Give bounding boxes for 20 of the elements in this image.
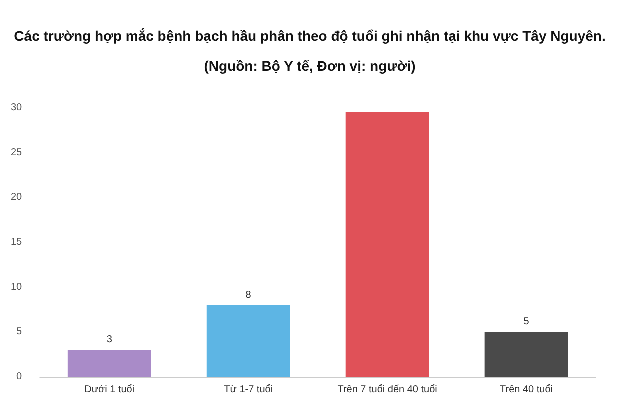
data-label: 3 (106, 334, 113, 346)
data-label: 8 (246, 290, 252, 301)
y-tick-label: 25 (11, 147, 23, 158)
x-tick-label: Từ 1-7 tuổi (224, 384, 274, 396)
bar (206, 305, 290, 377)
bar (484, 332, 568, 377)
y-tick-label: 0 (16, 372, 23, 382)
y-tick-label: 5 (16, 326, 23, 338)
x-tick-label: Dưới 1 tuổi (84, 384, 135, 396)
x-tick-label: Trên 40 tuổi (500, 384, 554, 396)
y-tick-label: 15 (11, 237, 23, 248)
chart-subtitle: (Nguồn: Bộ Y tế, Đơn vị: người) (204, 58, 416, 74)
y-tick-label: 30 (11, 102, 23, 114)
x-tick-label: Trên 7 tuổi đến 40 tuổi (338, 384, 438, 396)
y-tick-label: 10 (11, 282, 23, 293)
chart-title: Các trường hợp mắc bệnh bạch hầu phân theo độ tuổi ghi nhận tại khu vực Tây Nguyên. (14, 28, 606, 44)
bar (346, 112, 430, 377)
bar (68, 350, 152, 377)
data-label: 5 (524, 316, 530, 328)
y-tick-label: 20 (11, 192, 23, 204)
